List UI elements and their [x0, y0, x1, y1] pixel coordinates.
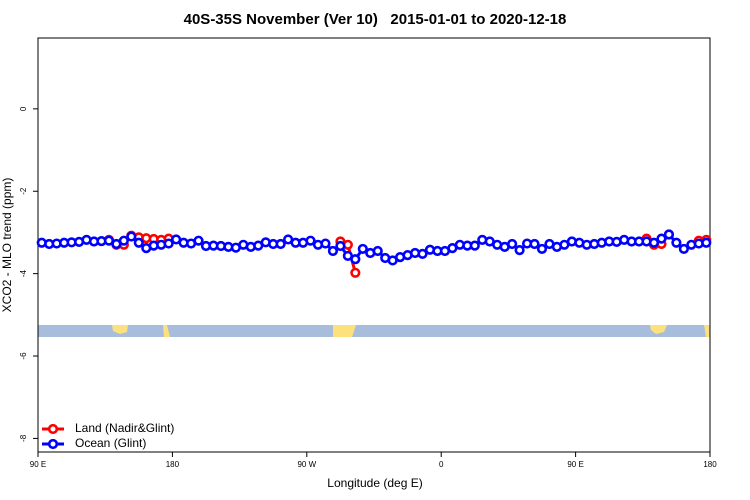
data-point — [320, 238, 331, 249]
land-patch — [704, 325, 710, 337]
y-axis-label: XCO2 - MLO trend (ppm) — [0, 178, 14, 313]
data-point — [275, 238, 286, 250]
data-point — [417, 248, 428, 259]
data-point — [327, 245, 339, 257]
land-patch — [112, 325, 128, 334]
data-point — [514, 245, 525, 256]
data-point — [193, 235, 204, 246]
data-point — [678, 243, 689, 255]
data-point — [507, 238, 518, 250]
data-point — [357, 243, 368, 255]
data-point — [350, 254, 361, 265]
legend-label: Land (Nadir&Glint) — [75, 421, 174, 435]
data-point — [372, 245, 383, 257]
data-point — [529, 238, 540, 250]
x-tick-label: 180 — [166, 460, 180, 469]
legend-marker — [47, 438, 59, 450]
legend-label: Ocean (Glint) — [75, 436, 146, 450]
data-point — [163, 238, 174, 249]
y-tick-label: -6 — [19, 352, 28, 360]
y-tick-label: -4 — [19, 270, 28, 278]
data-point — [335, 240, 346, 252]
y-tick-label: 0 — [19, 106, 28, 111]
data-point — [350, 267, 361, 278]
x-tick-label: 90 E — [567, 460, 583, 469]
land-patch — [163, 325, 170, 337]
data-point — [656, 233, 667, 244]
land-patch — [333, 325, 356, 337]
x-tick-label: 90 E — [30, 460, 46, 469]
data-point — [133, 237, 144, 248]
land-patch — [650, 325, 667, 334]
x-axis-label: Longitude (deg E) — [327, 476, 422, 490]
data-point — [663, 229, 675, 240]
data-point — [469, 240, 480, 251]
data-point — [536, 243, 548, 255]
chart-title: 40S-35S November (Ver 10) 2015-01-01 to … — [184, 11, 567, 28]
mask-band — [38, 325, 710, 337]
land-mask — [38, 325, 710, 337]
legend-marker — [47, 423, 59, 435]
data-point — [701, 237, 712, 248]
data-point — [648, 237, 660, 248]
data-point — [305, 235, 316, 246]
y-tick-label: -8 — [19, 434, 28, 442]
y-tick-label: -2 — [19, 187, 28, 195]
x-tick-label: 0 — [439, 460, 444, 469]
x-tick-label: 90 W — [297, 460, 316, 469]
data-point — [118, 235, 129, 246]
x-tick-label: 180 — [703, 460, 717, 469]
data-point — [671, 237, 682, 248]
data-point — [126, 231, 137, 242]
